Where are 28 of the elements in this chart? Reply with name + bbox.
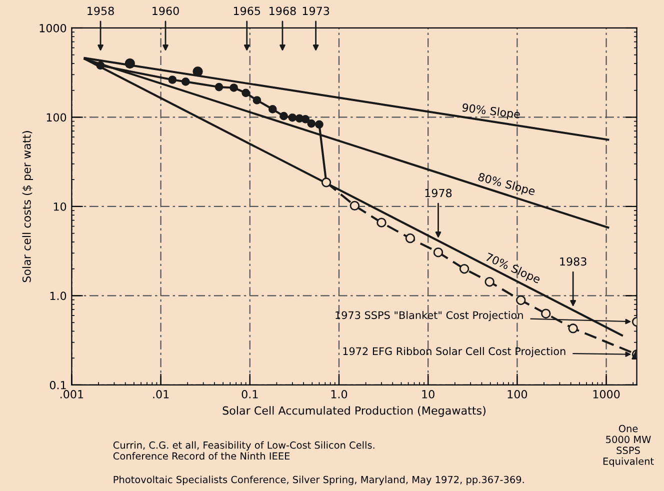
- x-tick-label: 1.0: [331, 390, 348, 398]
- x-tick-label: .001: [60, 390, 84, 398]
- annotation: 90% Slope: [462, 102, 520, 121]
- text: 1958: [88, 6, 114, 16]
- text: One 5000 MW SSPS Equivalent: [603, 424, 654, 467]
- annotation: 1983: [560, 257, 586, 266]
- y-tick-label: 1000: [40, 24, 66, 32]
- y-axis-title: Solar cell costs ($ per watt): [22, 131, 34, 282]
- text: 1960: [152, 6, 179, 16]
- annotation: 1973 SSPS "Blanket" Cost Projection: [336, 311, 523, 322]
- x-tick-label: 1000: [593, 390, 620, 398]
- text: 1973: [302, 6, 330, 16]
- annotation: 1978: [425, 188, 452, 198]
- y-tick-label: 1.0: [50, 292, 66, 300]
- y-tick-label: 0.1: [50, 380, 66, 390]
- y-tick-label: 10: [54, 202, 66, 211]
- text: Currin, C.G. et all, Feasibility of Low-Cost Silicon Cells. Conference Record of the Ninth IEEE: [113, 441, 374, 460]
- annotation: 80% Slope: [477, 172, 536, 198]
- x-tick-label: 100: [508, 390, 528, 398]
- x-tick-label: .01: [153, 390, 169, 398]
- text: Photovoltaic Specialists Conference, Silver Spring, Maryland, May 1972, pp.367-369.: [114, 476, 524, 486]
- text: 1968: [270, 6, 296, 16]
- x-tick-label: 0.1: [242, 390, 258, 398]
- x-axis-title: Solar Cell Accumulated Production (Megawatts): [222, 406, 486, 417]
- x-tick-label: 10: [422, 390, 434, 398]
- y-tick-label: 100: [46, 113, 66, 122]
- text: 1965: [234, 6, 260, 16]
- annotation: 1972 EFG Ribbon Solar Cell Cost Projection: [343, 347, 566, 358]
